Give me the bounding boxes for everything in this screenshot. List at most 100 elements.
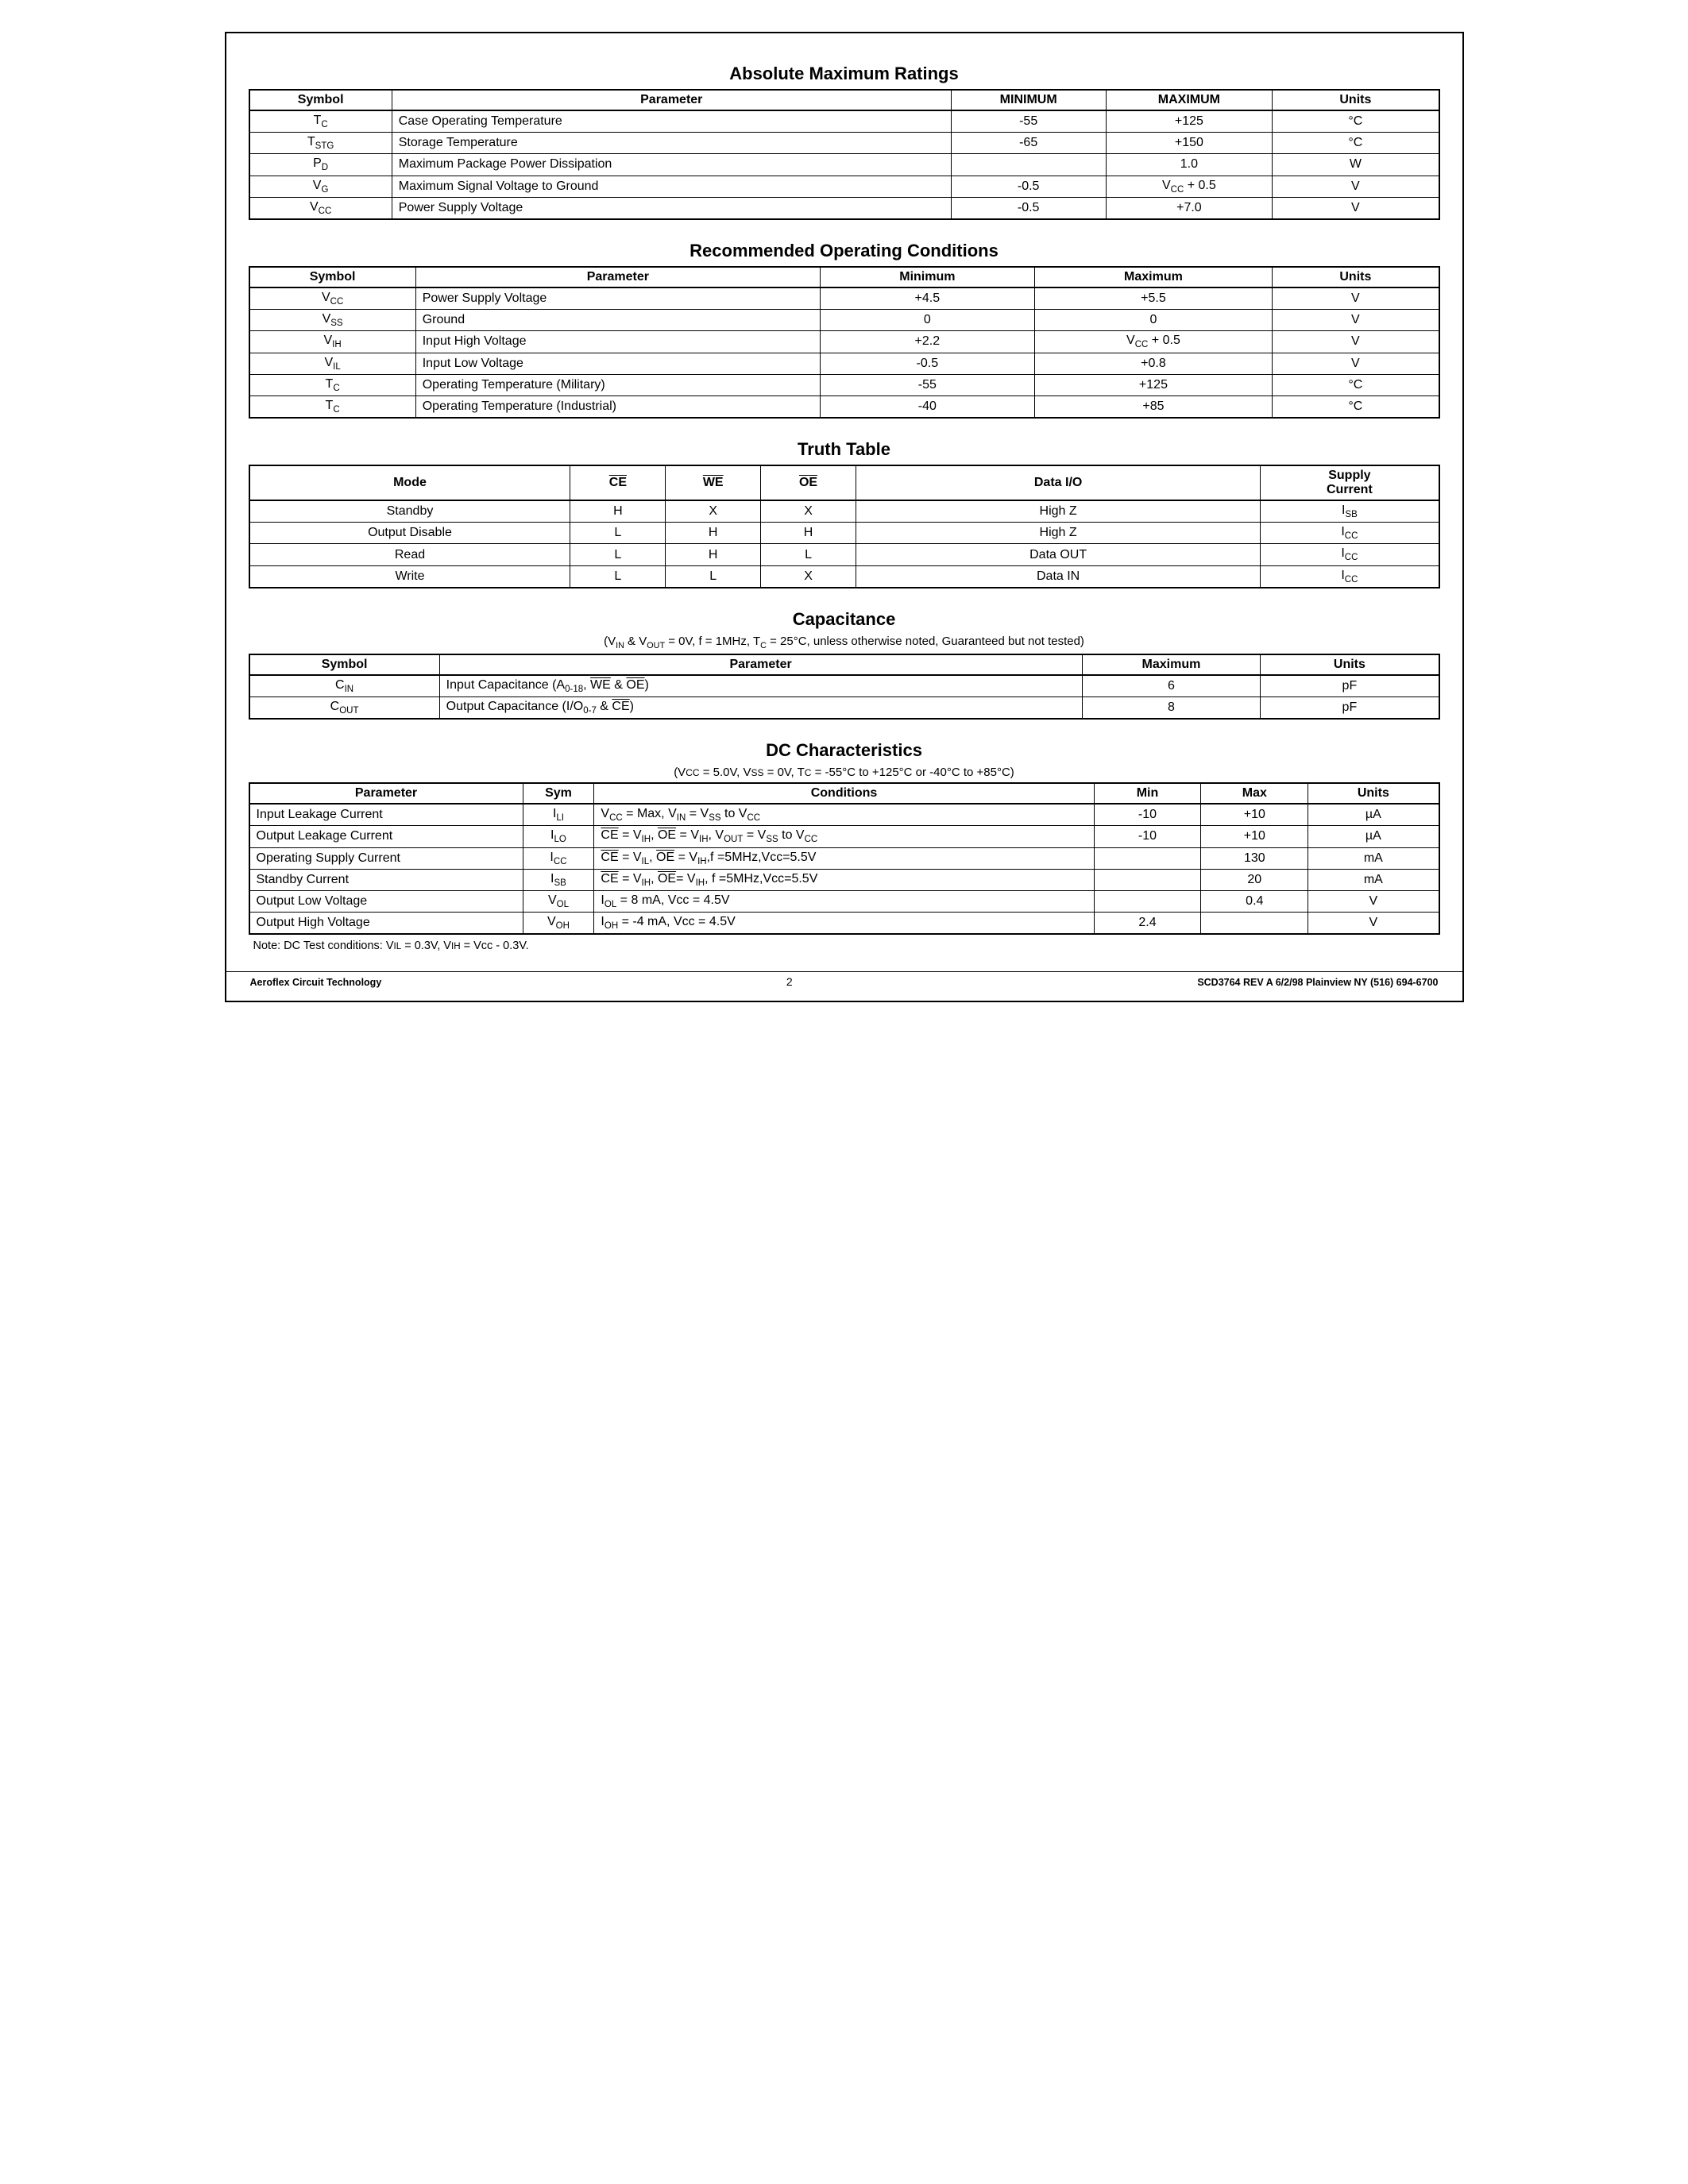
cell: +150 [1106, 133, 1273, 154]
cell: L [761, 544, 856, 565]
cell: V [1273, 353, 1439, 374]
cell: 8 [1082, 697, 1261, 720]
cell: PD [249, 154, 392, 176]
cell: W [1273, 154, 1439, 176]
col-header: Units [1273, 267, 1439, 287]
cell: Data IN [856, 565, 1260, 588]
cell: +2.2 [821, 331, 1035, 353]
cell [1201, 913, 1308, 935]
cell: Operating Temperature (Military) [415, 374, 820, 396]
col-header: Parameter [439, 654, 1082, 675]
cell: V [1273, 331, 1439, 353]
cell: 0 [821, 310, 1035, 331]
cap-title: Capacitance [249, 609, 1440, 630]
table-row: StandbyHXXHigh ZISB [249, 500, 1439, 523]
col-header: SupplyCurrent [1261, 465, 1439, 500]
table-row: Standby CurrentISBCE = VIH, OE= VIH, f =… [249, 869, 1439, 890]
table-row: Output Low VoltageVOLIOL = 8 mA, Vcc = 4… [249, 890, 1439, 912]
col-header: Conditions [594, 783, 1094, 804]
cell: ISB [1261, 500, 1439, 523]
cell: VIL [249, 353, 416, 374]
cell: TC [249, 374, 416, 396]
cell: V [1273, 287, 1439, 310]
cell: ICC [523, 847, 594, 869]
table-row: TSTGStorage Temperature-65+150°C [249, 133, 1439, 154]
dc-title: DC Characteristics [249, 740, 1440, 761]
cell: ILO [523, 826, 594, 847]
cell: L [570, 565, 666, 588]
cell: CIN [249, 675, 440, 697]
cell: -0.5 [951, 176, 1106, 197]
cell: Standby Current [249, 869, 523, 890]
cell: VCC [249, 287, 416, 310]
table-row: Output DisableLHHHigh ZICC [249, 523, 1439, 544]
cell: Output Capacitance (I/O0-7 & CE) [439, 697, 1082, 720]
table-row: Input Leakage CurrentILIVCC = Max, VIN =… [249, 804, 1439, 826]
cell: ICC [1261, 544, 1439, 565]
cell: mA [1308, 869, 1439, 890]
cell: 6 [1082, 675, 1261, 697]
amr-table: SymbolParameterMINIMUMMAXIMUMUnits TCCas… [249, 89, 1440, 220]
cell: IOL = 8 mA, Vcc = 4.5V [594, 890, 1094, 912]
cell: VCC [249, 197, 392, 219]
cell: ICC [1261, 565, 1439, 588]
cell: 130 [1201, 847, 1308, 869]
footer-doc-id: SCD3764 REV A 6/2/98 Plainview NY (516) … [1197, 977, 1438, 988]
cell: VOH [523, 913, 594, 935]
col-header: MAXIMUM [1106, 90, 1273, 110]
cell: Case Operating Temperature [392, 110, 951, 133]
col-header: Maximum [1082, 654, 1261, 675]
cell: Operating Supply Current [249, 847, 523, 869]
col-header: Units [1261, 654, 1439, 675]
roc-table: SymbolParameterMinimumMaximumUnits VCCPo… [249, 266, 1440, 419]
cell: Data OUT [856, 544, 1260, 565]
cell: H [761, 523, 856, 544]
cell: VCC + 0.5 [1106, 176, 1273, 197]
cell: +4.5 [821, 287, 1035, 310]
col-header: Data I/O [856, 465, 1260, 500]
cell: -65 [951, 133, 1106, 154]
cell: VG [249, 176, 392, 197]
cap-subtitle: (VIN & VOUT = 0V, f = 1MHz, TC = 25°C, u… [249, 635, 1440, 650]
cell: 2.4 [1094, 913, 1201, 935]
col-header: Parameter [415, 267, 820, 287]
cell: -10 [1094, 804, 1201, 826]
cell: Operating Temperature (Industrial) [415, 396, 820, 418]
footer-page-num: 2 [786, 975, 793, 988]
cell: CE = VIH, OE= VIH, f =5MHz,Vcc=5.5V [594, 869, 1094, 890]
col-header: Symbol [249, 654, 440, 675]
cell [1094, 847, 1201, 869]
table-row: VGMaximum Signal Voltage to Ground-0.5VC… [249, 176, 1439, 197]
cell: V [1308, 890, 1439, 912]
cell: -55 [821, 374, 1035, 396]
table-row: COUTOutput Capacitance (I/O0-7 & CE)8pF [249, 697, 1439, 720]
cell: +125 [1106, 110, 1273, 133]
col-header: Symbol [249, 267, 416, 287]
table-row: VCCPower Supply Voltage-0.5+7.0V [249, 197, 1439, 219]
amr-title: Absolute Maximum Ratings [249, 64, 1440, 84]
cell: pF [1261, 697, 1439, 720]
table-row: Output Leakage CurrentILOCE = VIH, OE = … [249, 826, 1439, 847]
cell: -0.5 [951, 197, 1106, 219]
dc-note: Note: DC Test conditions: VIL = 0.3V, VI… [253, 940, 1440, 952]
col-header: OE [761, 465, 856, 500]
table-row: TCOperating Temperature (Military)-55+12… [249, 374, 1439, 396]
cell: 1.0 [1106, 154, 1273, 176]
cell: TC [249, 110, 392, 133]
cell: -10 [1094, 826, 1201, 847]
table-row: PDMaximum Package Power Dissipation1.0W [249, 154, 1439, 176]
cell: 0 [1034, 310, 1273, 331]
cell: Output Low Voltage [249, 890, 523, 912]
cell: µA [1308, 826, 1439, 847]
cell: ICC [1261, 523, 1439, 544]
col-header: Units [1308, 783, 1439, 804]
table-row: Output High VoltageVOHIOH = -4 mA, Vcc =… [249, 913, 1439, 935]
cell: Read [249, 544, 570, 565]
col-header: Max [1201, 783, 1308, 804]
cell: +7.0 [1106, 197, 1273, 219]
col-header: Units [1273, 90, 1439, 110]
cell [1094, 869, 1201, 890]
cell: °C [1273, 110, 1439, 133]
col-header: MINIMUM [951, 90, 1106, 110]
cell: V [1273, 310, 1439, 331]
